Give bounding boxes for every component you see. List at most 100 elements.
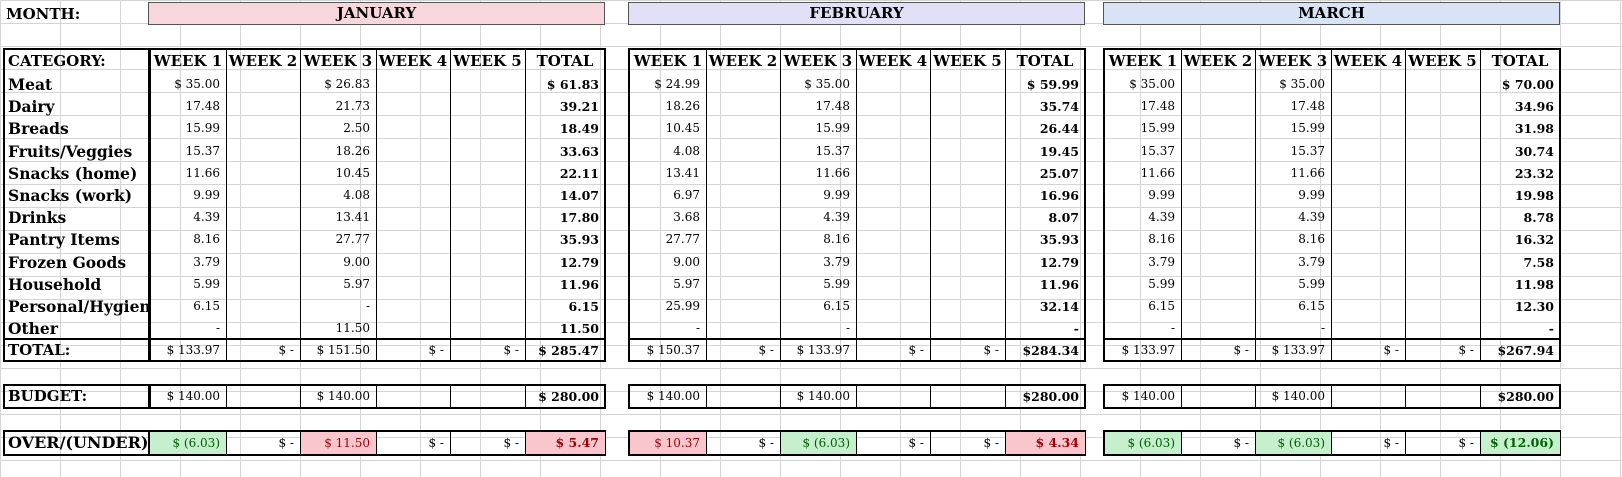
total-cell[interactable]: $ - [908, 343, 924, 357]
data-cell[interactable]: 6.15 [568, 299, 599, 314]
data-cell[interactable]: 9.00 [343, 254, 370, 269]
data-cell[interactable]: 33.63 [559, 143, 599, 159]
data-cell[interactable]: $ 61.83 [546, 77, 599, 92]
over-under-cell[interactable]: $ - [1181, 432, 1255, 454]
data-cell[interactable]: 32.14 [1039, 299, 1079, 314]
data-cell[interactable]: 6.15 [193, 299, 220, 313]
data-cell[interactable]: 4.39 [193, 210, 220, 225]
data-cell[interactable]: 31.98 [1514, 121, 1554, 137]
data-cell[interactable]: 8.78 [1523, 210, 1554, 226]
data-cell[interactable]: 8.16 [823, 232, 850, 247]
data-cell[interactable]: $ 35.00 [1129, 77, 1175, 91]
data-cell[interactable]: 15.37 [185, 143, 220, 158]
data-cell[interactable]: 4.39 [1298, 210, 1325, 225]
data-cell[interactable]: 13.41 [665, 165, 700, 180]
data-cell[interactable]: 21.73 [335, 99, 370, 114]
budget-cell[interactable]: $ 140.00 [1271, 389, 1325, 403]
data-cell[interactable]: 9.99 [1298, 188, 1325, 202]
data-cell[interactable]: 13.41 [335, 210, 370, 225]
data-cell[interactable]: 16.96 [1039, 188, 1079, 203]
budget-cell[interactable]: $280.00 [1022, 389, 1079, 404]
data-cell[interactable]: 12.30 [1514, 299, 1554, 314]
data-cell[interactable]: 35.93 [559, 232, 599, 248]
over-under-cell[interactable]: $ - [1405, 432, 1480, 454]
over-under-cell[interactable]: $ (6.03) [150, 432, 226, 454]
data-cell[interactable]: 14.07 [559, 188, 599, 203]
data-cell[interactable]: 5.99 [823, 276, 850, 291]
data-cell[interactable]: $ 26.83 [324, 77, 370, 91]
data-cell[interactable]: 11.66 [1140, 165, 1175, 180]
total-cell[interactable]: $ - [758, 343, 774, 357]
data-cell[interactable]: 11.96 [1039, 276, 1079, 292]
data-cell[interactable]: 8.16 [1148, 232, 1175, 247]
total-cell[interactable]: $ 133.97 [166, 343, 220, 357]
data-cell[interactable]: 15.37 [1290, 143, 1325, 158]
data-cell[interactable]: - [1073, 321, 1079, 337]
budget-cell[interactable]: $ 140.00 [646, 389, 700, 403]
data-cell[interactable]: 11.66 [185, 165, 220, 180]
data-cell[interactable]: 17.48 [815, 99, 850, 114]
data-cell[interactable]: $ 59.99 [1026, 77, 1079, 92]
data-cell[interactable]: 15.99 [815, 121, 850, 136]
data-cell[interactable]: 3.79 [823, 254, 850, 269]
data-cell[interactable]: $ 35.00 [174, 77, 220, 91]
data-cell[interactable]: 5.97 [343, 276, 370, 291]
over-under-cell[interactable]: $ - [930, 432, 1005, 454]
over-under-cell[interactable]: $ (12.06) [1480, 432, 1560, 454]
budget-cell[interactable]: $ 140.00 [1121, 389, 1175, 403]
data-cell[interactable]: 8.16 [1298, 232, 1325, 247]
over-under-cell[interactable]: $ - [226, 432, 300, 454]
data-cell[interactable]: 34.96 [1514, 99, 1554, 115]
data-cell[interactable]: 12.79 [559, 254, 599, 270]
data-cell[interactable]: 27.77 [335, 232, 370, 247]
over-under-cell[interactable]: $ - [450, 432, 525, 454]
total-cell[interactable]: $ 133.97 [796, 343, 850, 357]
over-under-cell[interactable]: $ (6.03) [1105, 432, 1181, 454]
over-under-cell[interactable]: $ - [706, 432, 780, 454]
data-cell[interactable]: 18.26 [665, 99, 700, 114]
data-cell[interactable]: 11.50 [559, 321, 599, 337]
over-under-cell[interactable]: $ 10.37 [630, 432, 706, 454]
data-cell[interactable]: 15.99 [1140, 121, 1175, 136]
data-cell[interactable]: 26.44 [1039, 121, 1079, 137]
total-cell[interactable]: $ 285.47 [538, 343, 599, 358]
data-cell[interactable]: 5.99 [193, 276, 220, 291]
data-cell[interactable]: 12.79 [1039, 254, 1079, 270]
total-cell[interactable]: $ - [1383, 343, 1399, 357]
total-cell[interactable]: $267.94 [1497, 343, 1554, 358]
data-cell[interactable]: 25.99 [665, 299, 700, 313]
data-cell[interactable]: 5.99 [1298, 276, 1325, 291]
data-cell[interactable]: $ 24.99 [654, 77, 700, 91]
data-cell[interactable]: 11.66 [1290, 165, 1325, 180]
data-cell[interactable]: 17.48 [1290, 99, 1325, 114]
data-cell[interactable]: - [1548, 321, 1554, 337]
over-under-cell[interactable]: $ (6.03) [1255, 432, 1331, 454]
data-cell[interactable]: 15.37 [1140, 143, 1175, 158]
data-cell[interactable]: 11.96 [559, 276, 599, 292]
data-cell[interactable]: 9.00 [673, 254, 700, 269]
total-cell[interactable]: $ 133.97 [1271, 343, 1325, 357]
data-cell[interactable]: 15.99 [1290, 121, 1325, 136]
over-under-cell[interactable]: $ - [1331, 432, 1405, 454]
data-cell[interactable]: 19.45 [1039, 143, 1079, 159]
over-under-cell[interactable]: $ 11.50 [300, 432, 376, 454]
data-cell[interactable]: 15.99 [185, 121, 220, 136]
data-cell[interactable]: $ 35.00 [1279, 77, 1325, 91]
data-cell[interactable]: - [365, 299, 370, 313]
data-cell[interactable]: - [845, 321, 850, 336]
total-cell[interactable]: $ - [1458, 343, 1474, 357]
data-cell[interactable]: - [1320, 321, 1325, 336]
data-cell[interactable]: 6.15 [1148, 299, 1175, 313]
data-cell[interactable]: 5.97 [673, 276, 700, 291]
total-cell[interactable]: $ - [983, 343, 999, 357]
data-cell[interactable]: 3.79 [1148, 254, 1175, 269]
data-cell[interactable]: - [1170, 321, 1175, 336]
data-cell[interactable]: 15.37 [815, 143, 850, 158]
data-cell[interactable]: 6.15 [823, 299, 850, 313]
data-cell[interactable]: 4.08 [673, 143, 700, 158]
data-cell[interactable]: 11.98 [1514, 276, 1554, 292]
total-cell[interactable]: $284.34 [1022, 343, 1079, 358]
data-cell[interactable]: 11.66 [815, 165, 850, 180]
data-cell[interactable]: 4.39 [823, 210, 850, 225]
